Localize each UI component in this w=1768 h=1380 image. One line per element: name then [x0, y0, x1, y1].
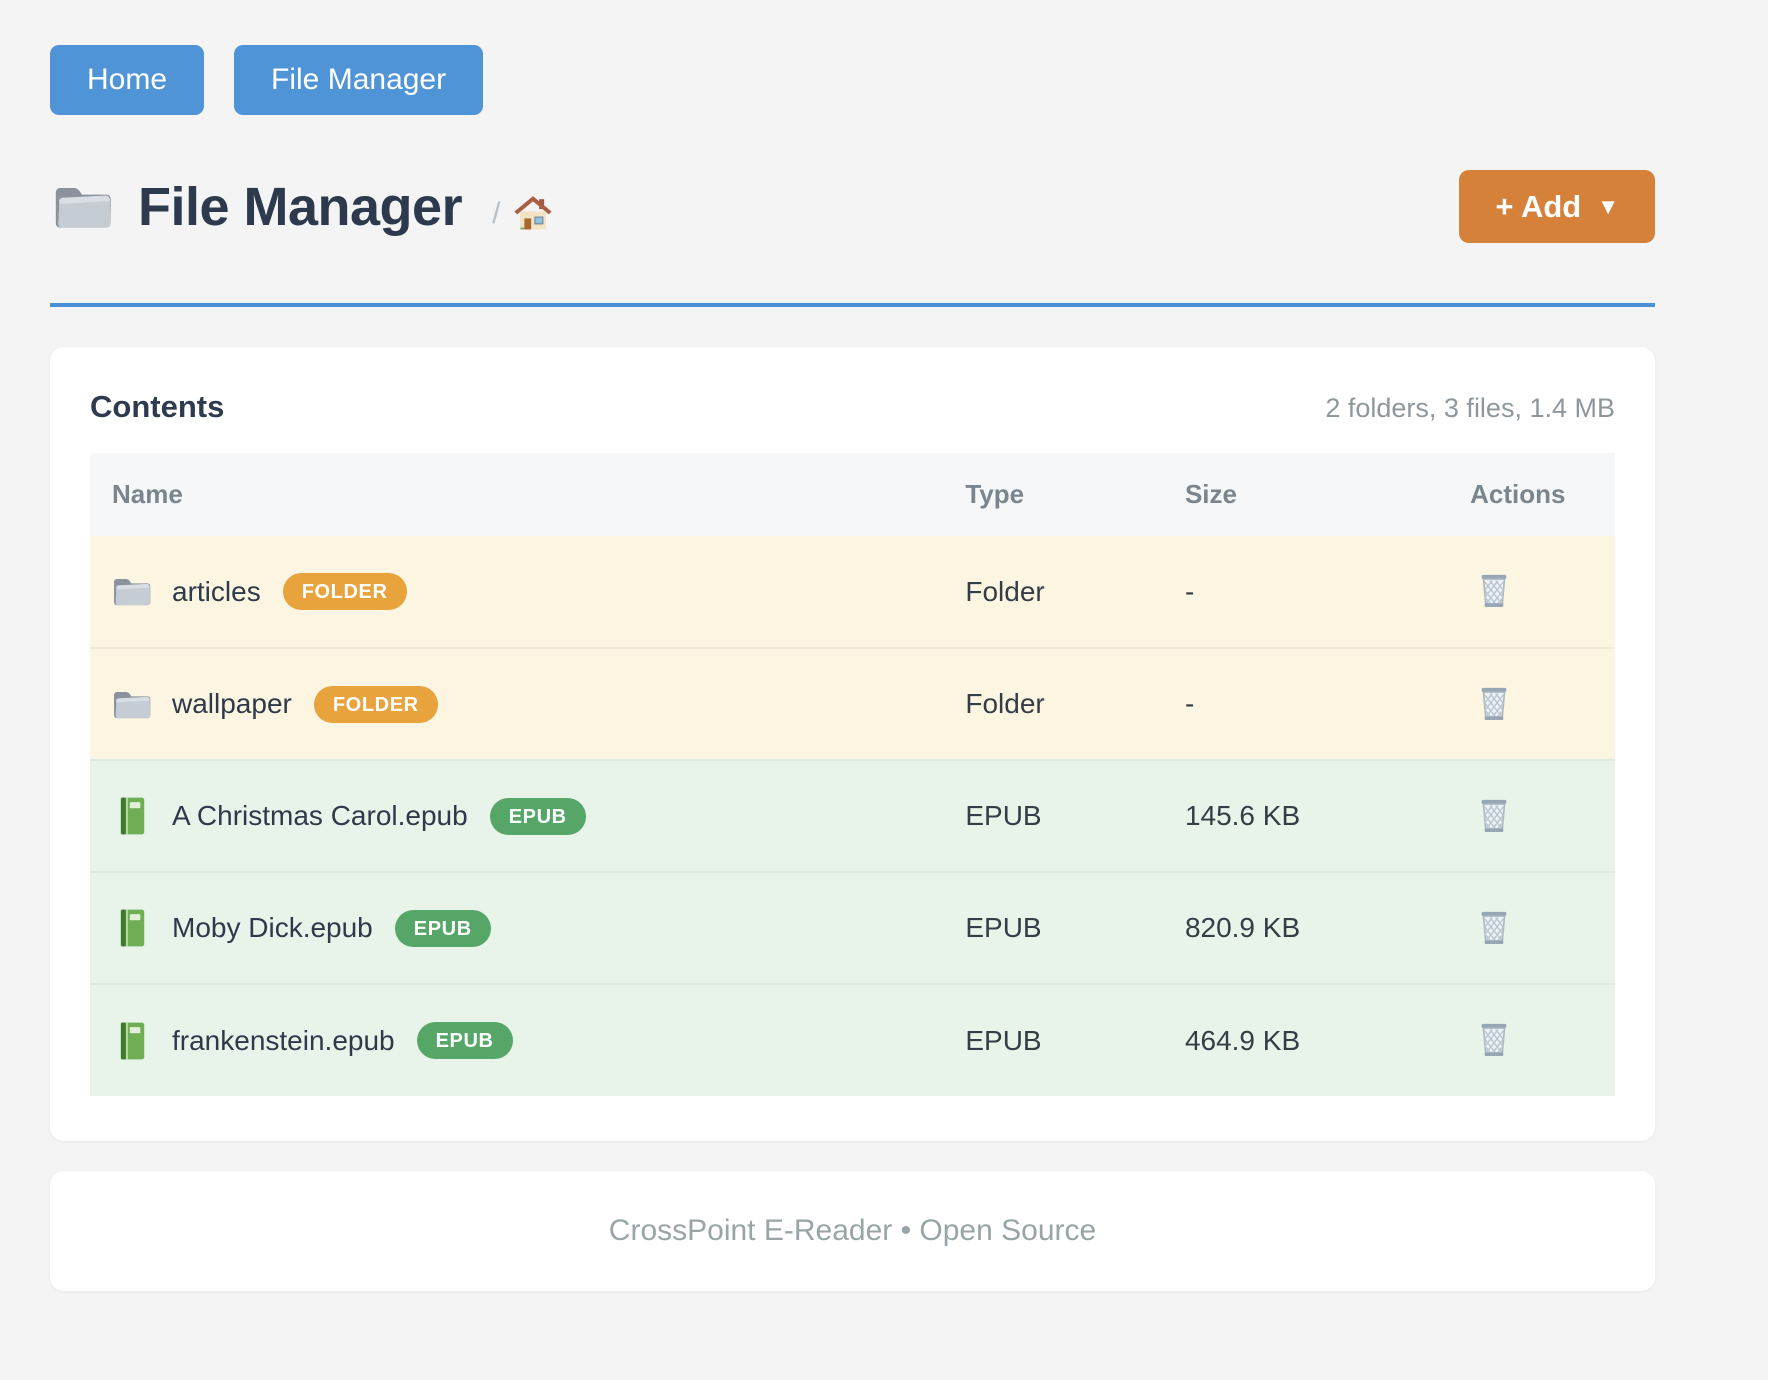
contents-card-header: Contents 2 folders, 3 files, 1.4 MB	[90, 389, 1615, 425]
trash-icon	[1481, 574, 1508, 608]
size-cell: 464.9 KB	[1184, 983, 1471, 1096]
trash-icon	[1481, 910, 1508, 945]
epub-badge: EPUB	[416, 1022, 513, 1059]
caret-down-icon: ▼	[1597, 193, 1619, 219]
table-row[interactable]: A Christmas Carol.epub EPUB EPUB 145.6 K…	[90, 759, 1615, 872]
green-book-icon	[120, 909, 145, 947]
column-header-type: Type	[965, 453, 1185, 536]
house-icon[interactable]	[512, 193, 554, 235]
trash-icon	[1481, 686, 1508, 721]
folder-icon	[55, 187, 111, 228]
top-nav: Home File Manager	[50, 45, 1655, 115]
type-cell: EPUB	[965, 871, 1185, 984]
breadcrumb-separator: /	[492, 196, 501, 230]
footer: CrossPoint E-Reader • Open Source	[50, 1171, 1655, 1291]
page-title: File Manager	[138, 176, 463, 237]
table-row[interactable]: Moby Dick.epub EPUB EPUB 820.9 KB	[90, 871, 1615, 984]
trash-icon	[1481, 1023, 1508, 1057]
contents-title: Contents	[90, 389, 225, 424]
type-cell: EPUB	[965, 759, 1185, 872]
trash-icon	[1481, 798, 1508, 833]
type-cell: EPUB	[965, 983, 1185, 1096]
file-name[interactable]: Moby Dick.epub	[172, 912, 373, 943]
file-name[interactable]: wallpaper	[172, 688, 292, 719]
size-cell: 145.6 KB	[1184, 759, 1471, 872]
delete-button[interactable]	[1470, 902, 1518, 952]
page-header: File Manager / + Add ▼	[50, 170, 1655, 307]
folder-badge: FOLDER	[313, 685, 438, 723]
breadcrumb: /	[492, 193, 554, 235]
folder-icon	[114, 691, 151, 718]
delete-button[interactable]	[1470, 678, 1518, 728]
green-book-icon	[120, 1022, 145, 1059]
type-cell: Folder	[965, 536, 1185, 648]
delete-button[interactable]	[1470, 790, 1518, 840]
size-cell: -	[1184, 536, 1471, 648]
folder-badge: FOLDER	[282, 573, 407, 610]
file-name[interactable]: articles	[172, 575, 261, 607]
column-header-name: Name	[90, 453, 966, 536]
size-cell: -	[1184, 647, 1471, 760]
table-row[interactable]: frankenstein.epub EPUB EPUB 464.9 KB	[90, 983, 1615, 1096]
delete-button[interactable]	[1470, 1014, 1518, 1064]
column-header-actions: Actions	[1470, 453, 1615, 536]
size-cell: 820.9 KB	[1184, 871, 1471, 984]
contents-summary: 2 folders, 3 files, 1.4 MB	[1325, 393, 1615, 423]
page: Home File Manager File Manager / + Add ▼…	[50, 45, 1655, 1291]
column-header-size: Size	[1184, 453, 1471, 536]
file-name[interactable]: frankenstein.epub	[172, 1024, 395, 1056]
nav-button-home[interactable]: Home	[50, 45, 205, 115]
add-button[interactable]: + Add ▼	[1459, 170, 1655, 243]
file-table: Name Type Size Actions articles FOLDER	[90, 453, 1615, 1096]
file-name[interactable]: A Christmas Carol.epub	[172, 800, 468, 831]
contents-card: Contents 2 folders, 3 files, 1.4 MB Name…	[50, 347, 1655, 1141]
epub-badge: EPUB	[394, 909, 491, 947]
title-group: File Manager /	[50, 176, 554, 238]
epub-badge: EPUB	[489, 797, 586, 835]
folder-icon	[114, 578, 151, 606]
add-button-label: + Add	[1495, 188, 1582, 224]
nav-button-file-manager[interactable]: File Manager	[234, 45, 484, 115]
delete-button[interactable]	[1470, 565, 1518, 615]
table-header-row: Name Type Size Actions	[90, 453, 1615, 536]
type-cell: Folder	[965, 647, 1185, 760]
table-row[interactable]: wallpaper FOLDER Folder -	[90, 647, 1615, 760]
table-row[interactable]: articles FOLDER Folder -	[90, 536, 1615, 648]
footer-text: CrossPoint E-Reader • Open Source	[608, 1214, 1097, 1247]
green-book-icon	[120, 797, 145, 835]
